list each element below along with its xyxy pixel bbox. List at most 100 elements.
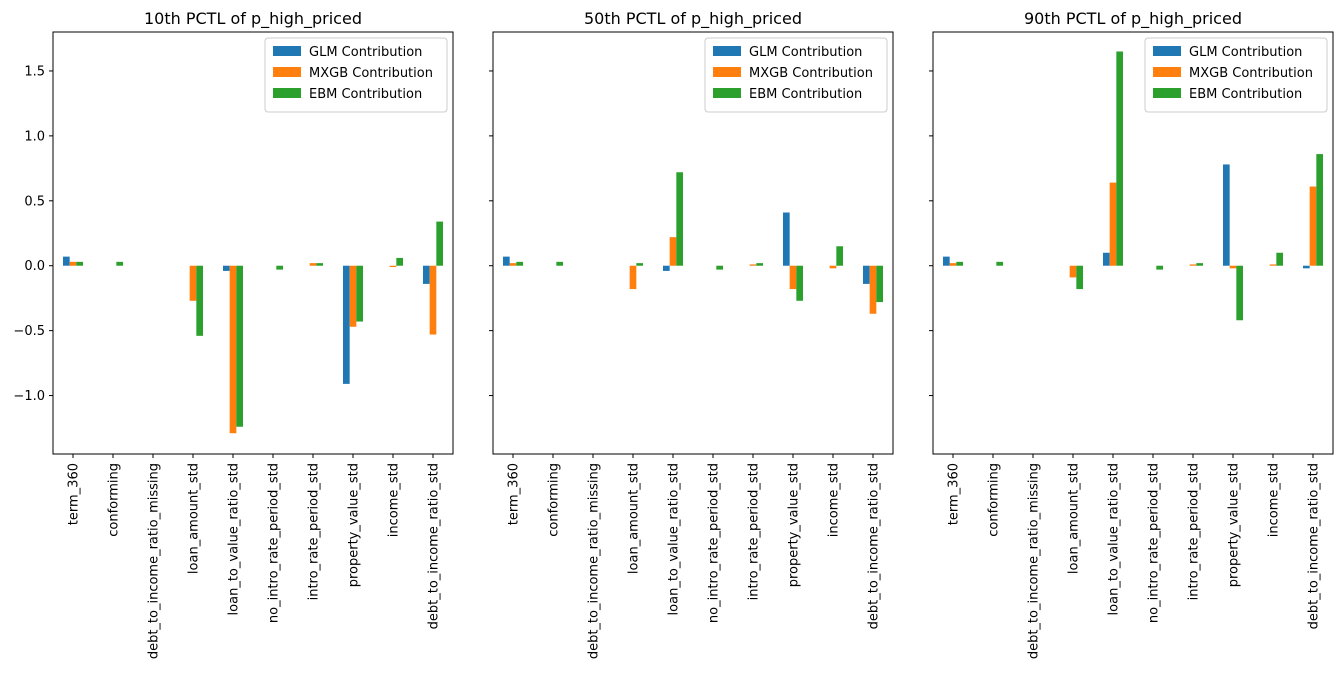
legend: GLM Contribution MXGB Contribution EBM Con… <box>704 37 888 113</box>
y-tick-label: −0.5 <box>13 324 45 339</box>
legend-entry: MXGB Contribution <box>749 66 873 81</box>
legend-entry: EBM Contribution <box>309 87 422 102</box>
bar-ebm-conforming <box>556 261 563 266</box>
bar-ebm-no_intro_rate_period_std <box>276 265 283 270</box>
x-tick-label: term_360 <box>947 463 962 525</box>
x-tick-label: property_value_std <box>1227 463 1242 587</box>
x-tick-label: no_intro_rate_period_std <box>267 463 282 623</box>
x-tick-label: debt_to_income_ratio_std <box>1307 463 1322 629</box>
legend-entry: GLM Contribution <box>1189 45 1302 60</box>
bar-glm-property_value_std <box>783 212 790 266</box>
bar-glm-loan_to_value_ratio_std <box>223 265 230 271</box>
bar-glm-property_value_std <box>343 265 350 384</box>
bar-mxgb-debt_to_income_ratio_std <box>429 265 437 335</box>
bar-mxgb-loan_to_value_ratio_std <box>229 265 237 434</box>
legend-swatch <box>1153 67 1181 77</box>
axes-frame <box>932 31 1334 455</box>
legend-box <box>264 37 448 113</box>
chart-title: 50th PCTL of p_high_priced <box>584 9 802 29</box>
bar-glm-debt_to_income_ratio_std <box>1303 265 1310 269</box>
chart-panel-3: 90th PCTL of p_high_priced term_360 confor… <box>929 9 1334 659</box>
chart-panel-1: 10th PCTL of p_high_priced −1.0 −0.5 0.0 0.5… <box>13 9 454 659</box>
x-tick-label: loan_amount_std <box>1067 463 1082 574</box>
y-tick-label: 1.5 <box>24 64 45 79</box>
bar-ebm-loan_amount_std <box>196 265 203 336</box>
bar-ebm-property_value_std <box>1236 265 1243 321</box>
x-tick-label: intro_rate_period_std <box>307 463 322 600</box>
bar-ebm-debt_to_income_ratio_std <box>876 265 883 303</box>
bar-ebm-property_value_std <box>796 265 803 301</box>
x-tick-label: no_intro_rate_period_std <box>1147 463 1162 623</box>
x-tick-label: no_intro_rate_period_std <box>707 463 722 623</box>
bar-mxgb-debt_to_income_ratio_std <box>1309 186 1317 266</box>
bar-glm-debt_to_income_ratio_std <box>423 265 430 284</box>
legend-swatch <box>713 67 741 77</box>
bar-glm-loan_to_value_ratio_std <box>663 265 670 271</box>
axes-frame <box>492 31 894 455</box>
bar-ebm-no_intro_rate_period_std <box>1156 265 1163 270</box>
bar-mxgb-term_360 <box>509 263 517 266</box>
bar-mxgb-income_std <box>1269 264 1277 266</box>
bar-ebm-term_360 <box>956 261 963 266</box>
bar-ebm-debt_to_income_ratio_std <box>1316 154 1323 266</box>
bar-mxgb-loan_amount_std <box>189 265 197 301</box>
legend-swatch <box>273 46 301 56</box>
bar-glm-property_value_std <box>1223 164 1230 266</box>
x-tick-label: conforming <box>987 463 1002 537</box>
chart-panel-2: 50th PCTL of p_high_priced term_360 confor… <box>489 9 894 659</box>
bar-mxgb-loan_amount_std <box>629 265 637 290</box>
legend-swatch <box>273 88 301 98</box>
x-tick-label: term_360 <box>507 463 522 525</box>
x-tick-label: property_value_std <box>347 463 362 587</box>
x-tick-label: debt_to_income_ratio_std <box>867 463 882 629</box>
legend-entry: EBM Contribution <box>749 87 862 102</box>
x-tick-label: loan_to_value_ratio_std <box>667 463 682 615</box>
y-tick-label: 0.5 <box>24 194 45 209</box>
legend-swatch <box>273 67 301 77</box>
bar-mxgb-loan_to_value_ratio_std <box>1109 182 1117 266</box>
bar-glm-loan_to_value_ratio_std <box>1103 252 1110 266</box>
bar-mxgb-income_std <box>389 265 397 268</box>
bar-ebm-loan_to_value_ratio_std <box>1116 51 1123 266</box>
bar-ebm-conforming <box>116 261 123 266</box>
bar-mxgb-term_360 <box>949 263 957 266</box>
x-tick-label: conforming <box>547 463 562 537</box>
legend-swatch <box>713 46 741 56</box>
bar-ebm-term_360 <box>516 261 523 266</box>
legend-box <box>704 37 888 113</box>
bar-ebm-debt_to_income_ratio_std <box>436 221 443 266</box>
legend-entry: MXGB Contribution <box>309 66 433 81</box>
legend-swatch <box>1153 46 1181 56</box>
bar-ebm-income_std <box>836 246 843 266</box>
bar-glm-term_360 <box>503 256 510 266</box>
bar-ebm-intro_rate_period_std <box>1196 263 1203 266</box>
bar-glm-term_360 <box>63 256 70 266</box>
x-tick-label: loan_amount_std <box>627 463 642 574</box>
bar-ebm-intro_rate_period_std <box>316 263 323 266</box>
y-tick-label: −1.0 <box>13 389 45 404</box>
x-tick-label: debt_to_income_ratio_missing <box>147 463 162 659</box>
bar-mxgb-intro_rate_period_std <box>749 264 757 266</box>
x-tick-label: term_360 <box>67 463 82 525</box>
x-tick-label: intro_rate_period_std <box>747 463 762 600</box>
legend-entry: EBM Contribution <box>1189 87 1302 102</box>
bar-mxgb-debt_to_income_ratio_std <box>869 265 877 314</box>
x-tick-label: debt_to_income_ratio_std <box>427 463 442 629</box>
legend-swatch <box>713 88 741 98</box>
bar-ebm-loan_amount_std <box>636 263 643 266</box>
bar-mxgb-intro_rate_period_std <box>1189 264 1197 266</box>
x-tick-label: property_value_std <box>787 463 802 587</box>
x-tick-label: income_std <box>827 463 842 537</box>
legend-entry: GLM Contribution <box>749 45 862 60</box>
bar-glm-term_360 <box>943 256 950 266</box>
bar-ebm-loan_to_value_ratio_std <box>236 265 243 427</box>
axes-frame <box>52 31 454 455</box>
x-tick-label: conforming <box>107 463 122 537</box>
y-tick-label: 0.0 <box>24 259 45 274</box>
bar-mxgb-property_value_std <box>789 265 797 290</box>
bar-ebm-property_value_std <box>356 265 363 322</box>
chart-title: 90th PCTL of p_high_priced <box>1024 9 1242 29</box>
legend-swatch <box>1153 88 1181 98</box>
bar-mxgb-property_value_std <box>349 265 357 327</box>
